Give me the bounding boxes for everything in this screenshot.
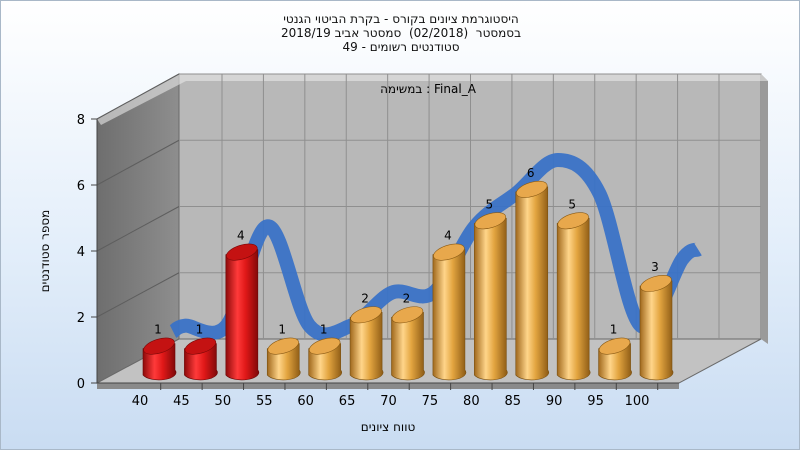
bar-value-label: 1 — [154, 323, 162, 337]
bar-body — [556, 217, 591, 381]
bars-group: 1 1 4 1 1 2 2 4 5 6 5 1 3 — [142, 166, 674, 381]
x-tick-label: 85 — [504, 394, 521, 409]
x-tick-label: 100 — [625, 394, 650, 409]
bar-cap — [184, 337, 217, 355]
y-tick-label: 4 — [77, 245, 85, 260]
bar-body — [225, 249, 260, 381]
bar-65: 2 — [349, 291, 384, 381]
y-tick-label: 8 — [77, 113, 85, 128]
x-tick-label: 40 — [132, 394, 149, 409]
bar-55: 1 — [266, 323, 301, 381]
annotation-label: במשימה : Final_A — [380, 82, 477, 96]
bar-body — [515, 186, 550, 381]
right-wall-edge — [761, 74, 768, 344]
x-tick-label: 65 — [339, 394, 356, 409]
bar-cap — [391, 306, 424, 324]
bar-value-label: 5 — [486, 197, 494, 211]
bar-40: 1 — [142, 323, 177, 381]
x-tick-label: 50 — [215, 394, 232, 409]
bar-cap — [226, 243, 258, 261]
bar-75: 4 — [432, 229, 467, 381]
x-tick-label: 75 — [422, 394, 439, 409]
bar-value-label: 4 — [237, 229, 245, 243]
bar-cap — [474, 212, 507, 230]
bar-cap — [267, 337, 299, 355]
bar-cap — [516, 180, 548, 198]
bar-50: 4 — [225, 229, 260, 381]
grid-line-left-wall — [96, 139, 180, 186]
bar-value-label: 4 — [444, 229, 452, 243]
bar-value-label: 1 — [196, 323, 204, 337]
x-tick-label: 45 — [173, 394, 190, 409]
x-tick-label: 60 — [297, 394, 314, 409]
chart-title-line-3: סטודנטים רשומים - 49 — [342, 40, 460, 54]
x-tick-label: 55 — [256, 394, 273, 409]
x-axis-label: טווח ציונים — [361, 420, 416, 434]
bar-70: 2 — [391, 291, 425, 381]
grid-line-left-wall — [96, 73, 180, 120]
grid-line-left-wall — [96, 272, 180, 318]
x-tick-label: 70 — [380, 394, 397, 409]
y-tick-label: 6 — [77, 179, 85, 194]
bar-85: 6 — [515, 166, 550, 381]
chart-title: היסטוגרמת ציונים בקורס - בקרת הביטוי הגנ… — [1, 12, 800, 54]
x-tick-label: 95 — [587, 394, 604, 409]
bar-cap — [143, 337, 175, 355]
bar-value-label: 1 — [278, 323, 286, 337]
floor-front-edge — [97, 383, 679, 389]
bar-body — [432, 249, 467, 381]
y-tick-label: 2 — [77, 311, 85, 326]
bar-95: 1 — [598, 323, 632, 381]
bar-45: 1 — [184, 323, 218, 381]
bar-cap — [640, 274, 672, 292]
y-axis-label: מספר סטודנטים — [38, 210, 52, 293]
bar-body — [474, 217, 508, 381]
bar-value-label: 1 — [610, 323, 618, 337]
x-tick-label: 80 — [463, 394, 480, 409]
bar-value-label: 2 — [361, 291, 369, 305]
bar-80: 5 — [474, 197, 508, 381]
bar-body — [639, 280, 674, 381]
bar-value-label: 2 — [403, 291, 411, 305]
bar-body — [391, 311, 425, 381]
bar-90: 5 — [556, 197, 591, 381]
bar-value-label: 5 — [568, 197, 576, 211]
bar-body — [349, 311, 384, 381]
bar-100: 3 — [639, 260, 674, 381]
bar-cap — [598, 337, 631, 355]
bar-cap — [557, 212, 589, 230]
top-frame — [97, 74, 768, 125]
bar-60: 1 — [308, 323, 342, 381]
bar-value-label: 3 — [651, 260, 659, 274]
bar-value-label: 6 — [527, 166, 535, 180]
bar-cap — [433, 243, 465, 261]
grid-lines — [96, 73, 761, 339]
bar-cap — [350, 306, 382, 324]
y-tick-label: 0 — [77, 377, 85, 392]
chart-title-line-2: בסמסטר (02/2018) סמסטר אביב 2018/19 — [280, 26, 522, 40]
grid-line-left-wall — [96, 206, 180, 252]
x-tick-label: 90 — [546, 394, 563, 409]
bar-value-label: 1 — [320, 323, 328, 337]
bar-cap — [308, 337, 341, 355]
chart-title-line-1: היסטוגרמת ציונים בקורס - בקרת הביטוי הגנ… — [283, 12, 519, 26]
